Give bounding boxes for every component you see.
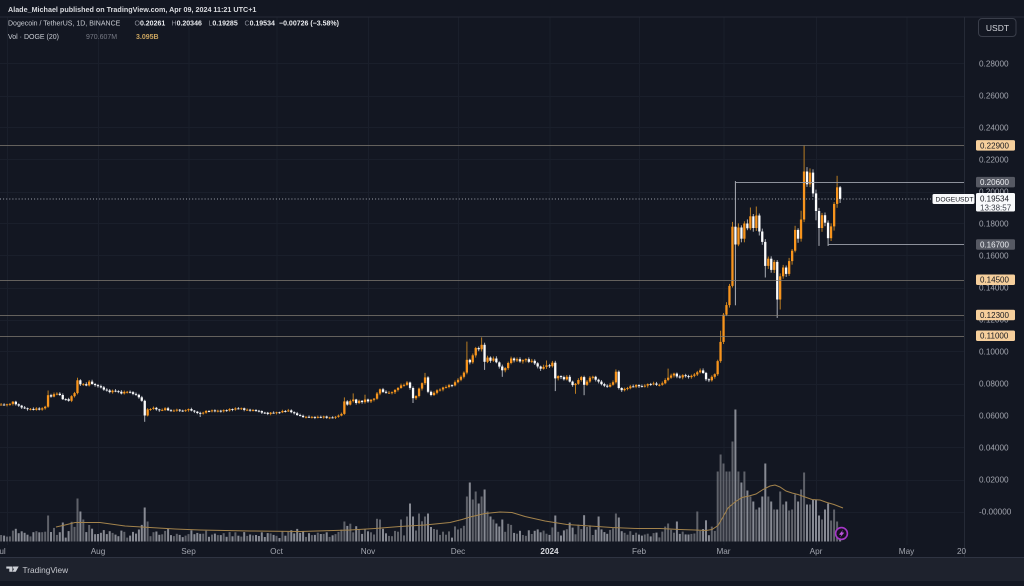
svg-text:0.12300: 0.12300 (980, 311, 1009, 320)
svg-text:TradingView: TradingView (23, 565, 70, 575)
svg-text:20: 20 (957, 547, 967, 556)
svg-text:0.20600: 0.20600 (980, 178, 1009, 187)
svg-text:0.06000: 0.06000 (979, 412, 1009, 421)
svg-text:0.18000: 0.18000 (979, 220, 1009, 229)
svg-text:0.24000: 0.24000 (979, 124, 1009, 133)
svg-text:0.26000: 0.26000 (979, 92, 1009, 101)
svg-text:0.11000: 0.11000 (980, 332, 1009, 341)
svg-text:Vol · DOGE (20): Vol · DOGE (20) (8, 34, 59, 41)
svg-text:0.14500: 0.14500 (980, 276, 1009, 285)
svg-text:0.16700: 0.16700 (980, 241, 1009, 250)
svg-text:Alade_Michael published on Tra: Alade_Michael published on TradingView.c… (8, 5, 256, 14)
svg-text:0.20000: 0.20000 (979, 188, 1009, 197)
svg-text:Dogecoin / TetherUS, 1D, BINAN: Dogecoin / TetherUS, 1D, BINANCE (8, 21, 121, 28)
svg-text:0.04000: 0.04000 (979, 444, 1009, 453)
svg-text:2024: 2024 (540, 547, 559, 556)
svg-text:May: May (899, 547, 915, 556)
svg-text:Mar: Mar (716, 547, 730, 556)
svg-text:Dec: Dec (451, 547, 466, 556)
svg-text:USDT: USDT (986, 23, 1009, 33)
svg-text:H0.20346: H0.20346 (172, 21, 202, 28)
svg-text:0.16000: 0.16000 (979, 252, 1009, 261)
svg-text:13:38:57: 13:38:57 (980, 203, 1012, 212)
svg-text:Apr: Apr (810, 547, 823, 556)
svg-text:Aug: Aug (91, 547, 106, 556)
svg-text:Feb: Feb (632, 547, 647, 556)
svg-text:L0.19285: L0.19285 (209, 21, 238, 28)
svg-text:Jul: Jul (0, 547, 6, 556)
svg-text:0.19534: 0.19534 (980, 194, 1009, 203)
svg-text:−0.00726 (−3.58%): −0.00726 (−3.58%) (279, 21, 339, 28)
svg-text:Sep: Sep (181, 547, 196, 556)
svg-text:0.28000: 0.28000 (979, 60, 1009, 69)
svg-text:DOGEUSDT: DOGEUSDT (936, 197, 974, 204)
svg-text:3.095B: 3.095B (136, 34, 159, 41)
svg-text:O0.20261: O0.20261 (135, 21, 166, 28)
svg-text:Oct: Oct (270, 547, 283, 556)
svg-text:Nov: Nov (361, 547, 376, 556)
svg-text:0.22000: 0.22000 (979, 156, 1009, 165)
svg-text:-0.00000: -0.00000 (979, 508, 1012, 517)
svg-text:0.22900: 0.22900 (980, 141, 1009, 150)
svg-text:0.10000: 0.10000 (979, 348, 1009, 357)
svg-text:0.02000: 0.02000 (979, 476, 1009, 485)
svg-text:C0.19534: C0.19534 (245, 21, 275, 28)
svg-text:0.14000: 0.14000 (979, 284, 1009, 293)
svg-text:0.08000: 0.08000 (979, 380, 1009, 389)
svg-text:970.607M: 970.607M (86, 34, 117, 41)
